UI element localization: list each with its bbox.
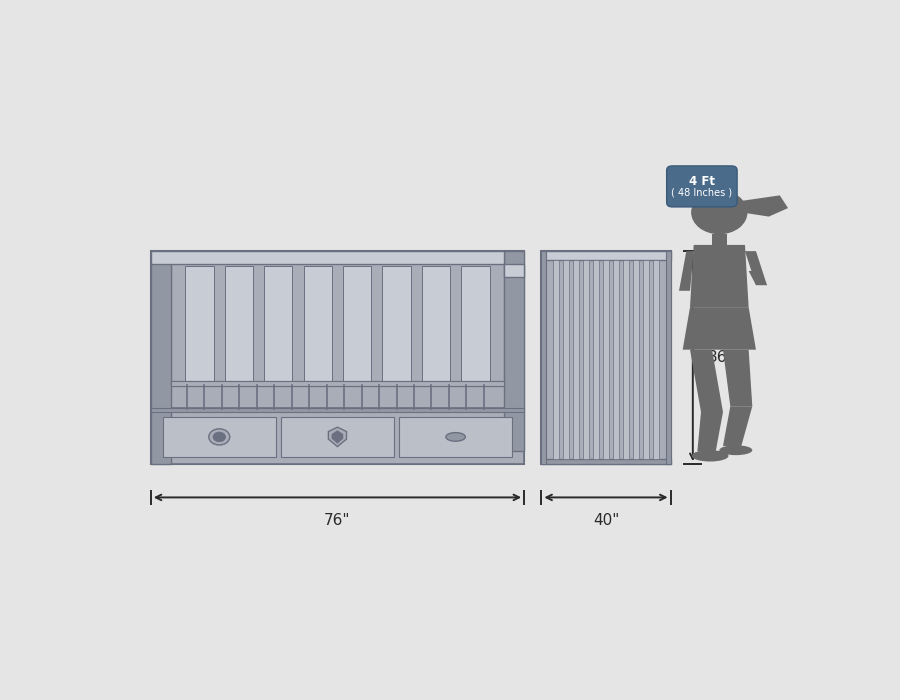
Text: 36": 36" (708, 350, 734, 365)
Ellipse shape (446, 433, 465, 441)
Bar (542, 251, 670, 464)
Bar (343, 266, 372, 381)
Ellipse shape (719, 445, 752, 455)
Bar (712, 234, 726, 245)
Bar (542, 251, 546, 464)
Bar (462, 266, 490, 381)
Circle shape (209, 429, 230, 445)
Bar (163, 416, 276, 457)
Polygon shape (745, 251, 767, 285)
Bar (303, 266, 332, 381)
Bar (503, 251, 524, 452)
Polygon shape (723, 406, 752, 446)
Bar (171, 381, 503, 386)
Bar (583, 260, 589, 458)
Bar (422, 266, 450, 381)
Bar (185, 266, 213, 381)
Ellipse shape (692, 450, 728, 461)
Bar (171, 381, 503, 386)
Bar (151, 251, 171, 464)
Bar (151, 251, 503, 264)
Bar (399, 416, 512, 457)
Bar (151, 407, 524, 412)
Bar (634, 260, 639, 458)
Polygon shape (328, 427, 346, 447)
Bar (171, 251, 503, 383)
Bar (593, 260, 598, 458)
Bar (613, 260, 618, 458)
Bar (542, 458, 670, 464)
Bar (644, 260, 649, 458)
Bar (653, 260, 659, 458)
Polygon shape (679, 251, 694, 290)
Text: ( 48 Inches ): ( 48 Inches ) (671, 188, 733, 198)
Bar (573, 260, 579, 458)
FancyBboxPatch shape (667, 166, 737, 207)
Bar (563, 260, 569, 458)
Circle shape (692, 191, 747, 234)
Bar (603, 260, 608, 458)
Bar (151, 407, 524, 464)
Polygon shape (723, 350, 752, 406)
Polygon shape (683, 307, 756, 350)
Bar (542, 251, 670, 260)
Bar (225, 266, 253, 381)
Polygon shape (736, 195, 788, 216)
Polygon shape (690, 350, 723, 412)
Circle shape (213, 432, 226, 442)
Bar (382, 266, 410, 381)
Text: 40": 40" (593, 512, 619, 528)
Bar (666, 251, 670, 464)
Polygon shape (332, 430, 343, 443)
Bar (281, 416, 394, 457)
Bar (554, 260, 559, 458)
Bar (503, 264, 524, 276)
Polygon shape (690, 245, 749, 307)
Polygon shape (749, 271, 767, 285)
Text: 76": 76" (324, 512, 351, 528)
Bar (623, 260, 629, 458)
Text: 4 Ft: 4 Ft (688, 175, 715, 188)
Bar (151, 251, 524, 464)
Polygon shape (698, 412, 723, 452)
Bar (264, 266, 292, 381)
